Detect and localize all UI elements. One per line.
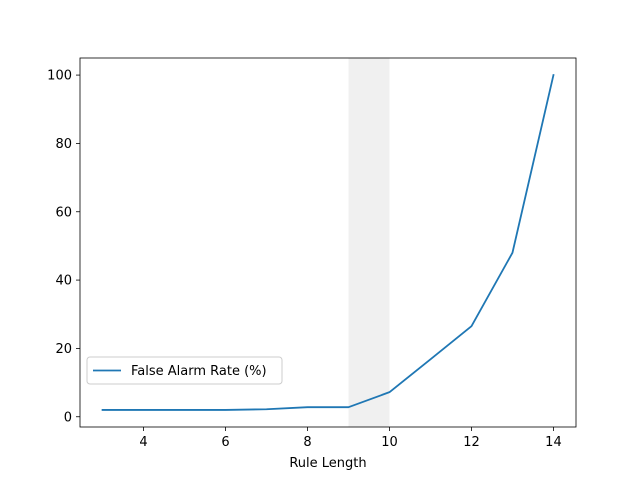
x-tick-label: 10 <box>381 435 398 450</box>
x-tick-label: 12 <box>463 435 480 450</box>
x-tick-label: 6 <box>221 435 229 450</box>
series-layer <box>101 74 555 411</box>
highlight-band-layer <box>348 58 390 427</box>
y-tick-label: 0 <box>64 410 72 425</box>
plot-frame <box>79 57 577 428</box>
y-tick-label: 80 <box>55 137 72 152</box>
x-tick-label: 14 <box>545 435 562 450</box>
y-axis-ticks: 0 20 40 60 80 100 <box>47 69 80 425</box>
series-line-0 <box>101 74 555 411</box>
y-tick-label: 100 <box>47 69 72 84</box>
highlight-band <box>348 58 390 427</box>
legend-entry-label: False Alarm Rate (%) <box>131 364 267 379</box>
y-tick-label: 20 <box>55 342 72 357</box>
x-axis-label: Rule Length <box>289 456 366 471</box>
x-tick-label: 4 <box>139 435 147 450</box>
x-axis-ticks: 4 6 8 10 12 14 <box>139 427 562 450</box>
x-tick-label: 8 <box>303 435 311 450</box>
y-tick-label: 40 <box>55 274 72 289</box>
legend-box <box>86 356 283 385</box>
y-tick-label: 60 <box>55 205 72 220</box>
legend: False Alarm Rate (%) <box>86 356 283 385</box>
